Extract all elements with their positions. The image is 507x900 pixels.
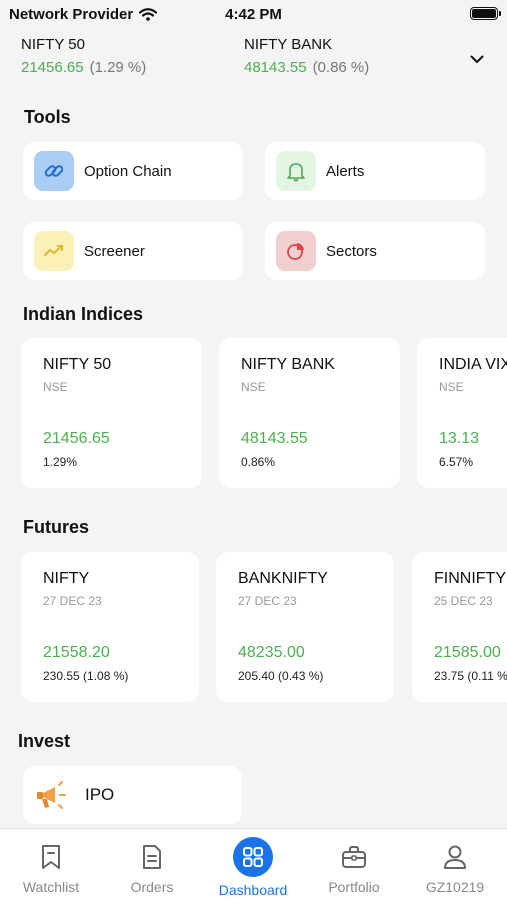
index-price: 48143.55 [241,430,308,447]
tool-label: Option Chain [84,162,172,180]
user-icon [443,843,467,871]
nav-label: GZ10219 [425,879,485,895]
ticker-nifty50[interactable]: NIFTY 50 21456.65 (1.29 %) [21,36,146,76]
index-change: 0.86% [241,455,276,469]
index-price: 21456.65 [43,430,110,447]
carrier-label: Network Provider [9,6,134,23]
status-bar: Network Provider 4:42 PM [0,0,507,28]
link-icon [34,151,74,191]
nav-label: Watchlist [22,879,80,895]
tool-label: Sectors [326,242,377,260]
tool-label: Screener [84,242,145,260]
ticker-price: 48143.55 [244,59,307,76]
nav-label: Dashboard [218,882,288,898]
futures-price: 21585.00 [434,644,501,661]
tool-option-chain[interactable]: Option Chain [23,142,243,200]
ticker-row[interactable]: NIFTY 50 21456.65 (1.29 %) NIFTY BANK 481… [0,36,507,86]
ticker-niftybank[interactable]: NIFTY BANK 48143.55 (0.86 %) [244,36,369,76]
nav-portfolio[interactable]: Portfolio [304,829,404,900]
index-card-niftybank[interactable]: NIFTY BANK NSE 48143.55 0.86% [219,338,400,488]
invest-label: IPO [85,785,115,804]
index-exchange: NSE [43,380,68,394]
index-name: INDIA VIX [439,356,507,373]
chevron-down-icon[interactable] [469,51,485,67]
carrier-group: Network Provider [9,6,158,23]
futures-card-banknifty[interactable]: BANKNIFTY 27 DEC 23 48235.00 205.40 (0.4… [216,552,394,702]
nav-profile[interactable]: GZ10219 [405,829,505,900]
battery-icon [470,7,501,20]
document-icon [141,843,163,871]
index-exchange: NSE [439,380,464,394]
ticker-price: 21456.65 [21,59,84,76]
indices-title: Indian Indices [23,304,144,324]
futures-price: 21558.20 [43,644,110,661]
ticker-pct: (1.29 %) [89,59,147,76]
tool-screener[interactable]: Screener [23,222,243,280]
futures-change: 23.75 (0.11 %) [434,669,507,683]
index-change: 6.57% [439,455,474,469]
trend-icon [34,231,74,271]
futures-change: 230.55 (1.08 %) [43,669,129,683]
nav-orders[interactable]: Orders [102,829,202,900]
invest-title: Invest [18,731,71,751]
nav-dashboard[interactable]: Dashboard [203,829,303,900]
bell-icon [276,151,316,191]
ticker-name: NIFTY 50 [21,36,85,53]
index-exchange: NSE [241,380,266,394]
nav-label: Orders [130,879,174,895]
nav-watchlist[interactable]: Watchlist [1,829,101,900]
tools-title: Tools [24,107,71,127]
pie-chart-icon [276,231,316,271]
ticker-name: NIFTY BANK [244,36,333,53]
index-change: 1.29% [43,455,78,469]
bottom-nav: Watchlist Orders Dashboard [0,828,507,900]
wifi-icon [139,8,158,21]
nav-label: Portfolio [328,879,380,895]
futures-change: 205.40 (0.43 %) [238,669,324,683]
futures-expiry: 27 DEC 23 [43,594,102,608]
futures-name: BANKNIFTY [238,570,328,587]
megaphone-icon [37,781,66,809]
ticker-pct: (0.86 %) [312,59,370,76]
futures-card-nifty[interactable]: NIFTY 27 DEC 23 21558.20 230.55 (1.08 %) [21,552,199,702]
status-time: 4:42 PM [225,6,282,23]
invest-ipo-card[interactable]: IPO [23,766,242,824]
futures-expiry: 25 DEC 23 [434,594,493,608]
index-price: 13.13 [439,430,480,447]
tool-label: Alerts [326,162,365,180]
futures-expiry: 27 DEC 23 [238,594,297,608]
briefcase-icon [341,843,367,871]
grid-icon [233,837,273,877]
index-name: NIFTY 50 [43,356,112,373]
bookmark-icon [40,843,62,871]
futures-name: NIFTY [43,570,90,587]
futures-name: FINNIFTY [434,570,506,587]
tool-sectors[interactable]: Sectors [265,222,485,280]
index-name: NIFTY BANK [241,356,335,373]
futures-card-finnifty[interactable]: FINNIFTY 25 DEC 23 21585.00 23.75 (0.11 … [412,552,507,702]
futures-title: Futures [23,517,90,537]
tool-alerts[interactable]: Alerts [265,142,485,200]
futures-price: 48235.00 [238,644,305,661]
index-card-nifty50[interactable]: NIFTY 50 NSE 21456.65 1.29% [21,338,202,488]
index-card-indiavix[interactable]: INDIA VIX NSE 13.13 6.57% [417,338,507,488]
